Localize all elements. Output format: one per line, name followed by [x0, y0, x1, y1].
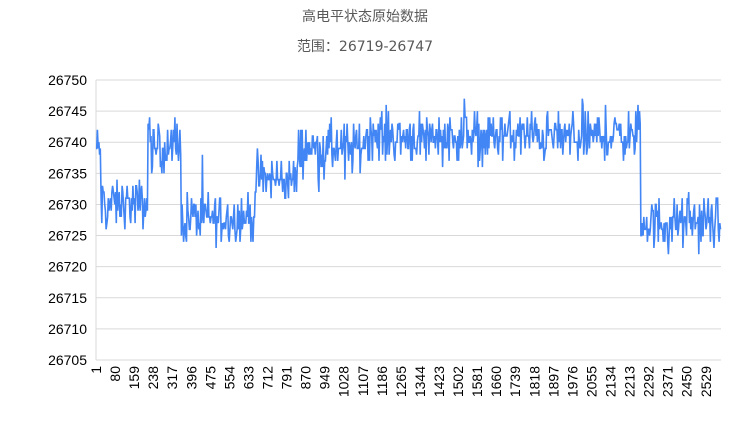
x-tick-label: 396: [183, 366, 199, 390]
chart-subtitle: 范围：26719-26747: [296, 39, 434, 55]
x-tick-label: 2371: [660, 366, 676, 397]
x-tick-label: 2213: [622, 366, 638, 397]
x-tick-label: 1581: [469, 366, 485, 397]
x-tick-label: 1739: [507, 366, 523, 397]
x-tick-label: 2529: [698, 366, 714, 397]
x-tick-label: 1028: [336, 366, 352, 397]
y-tick-label: 26725: [48, 228, 87, 244]
y-tick-label: 26750: [48, 72, 87, 88]
x-tick-label: 1186: [374, 366, 390, 396]
x-tick-label: 1976: [564, 366, 580, 397]
x-tick-label: 554: [221, 366, 237, 390]
x-tick-label: 791: [279, 366, 295, 390]
x-tick-label: 870: [298, 366, 314, 390]
x-tick-label: 1502: [450, 366, 466, 397]
x-tick-label: 159: [126, 366, 142, 390]
x-tick-label: 80: [107, 366, 123, 382]
y-tick-label: 26720: [48, 259, 87, 275]
x-tick-label: 2055: [583, 366, 599, 397]
x-tick-label: 633: [240, 366, 256, 390]
x-tick-label: 712: [260, 366, 276, 390]
x-tick-label: 475: [202, 366, 218, 390]
x-tick-label: 1660: [488, 366, 504, 397]
y-axis-ticks: 26705 26710 26715 26720 26725 26730 26735 26740…: [48, 72, 87, 368]
x-tick-label: 2450: [679, 366, 695, 397]
x-tick-label: 949: [317, 366, 333, 390]
chart-title: 高电平状态原始数据: [302, 9, 428, 25]
x-tick-label: 2292: [641, 366, 657, 397]
y-tick-label: 26710: [48, 321, 87, 337]
x-tick-label: 238: [145, 366, 161, 390]
y-tick-label: 26735: [48, 165, 87, 181]
x-tick-label: 2134: [603, 366, 619, 397]
x-tick-label: 1423: [431, 366, 447, 397]
y-tick-label: 26740: [48, 134, 87, 150]
x-axis-ticks: 1 80 159 238 317 396 475 554 633 712 791 870 949 1028…: [88, 366, 714, 397]
x-tick-label: 1107: [355, 366, 371, 396]
x-tick-label: 1818: [526, 366, 542, 397]
y-tick-label: 26705: [48, 352, 87, 368]
x-tick-label: 1: [88, 366, 104, 374]
y-tick-label: 26730: [48, 196, 87, 212]
y-tick-label: 26715: [48, 290, 87, 306]
gridlines: [95, 79, 721, 361]
x-tick-label: 1265: [393, 366, 409, 397]
x-tick-label: 317: [164, 366, 180, 390]
y-tick-label: 26745: [48, 103, 87, 119]
series-line: [95, 98, 722, 255]
x-tick-label: 1344: [412, 366, 428, 397]
x-tick-label: 1897: [545, 366, 561, 397]
